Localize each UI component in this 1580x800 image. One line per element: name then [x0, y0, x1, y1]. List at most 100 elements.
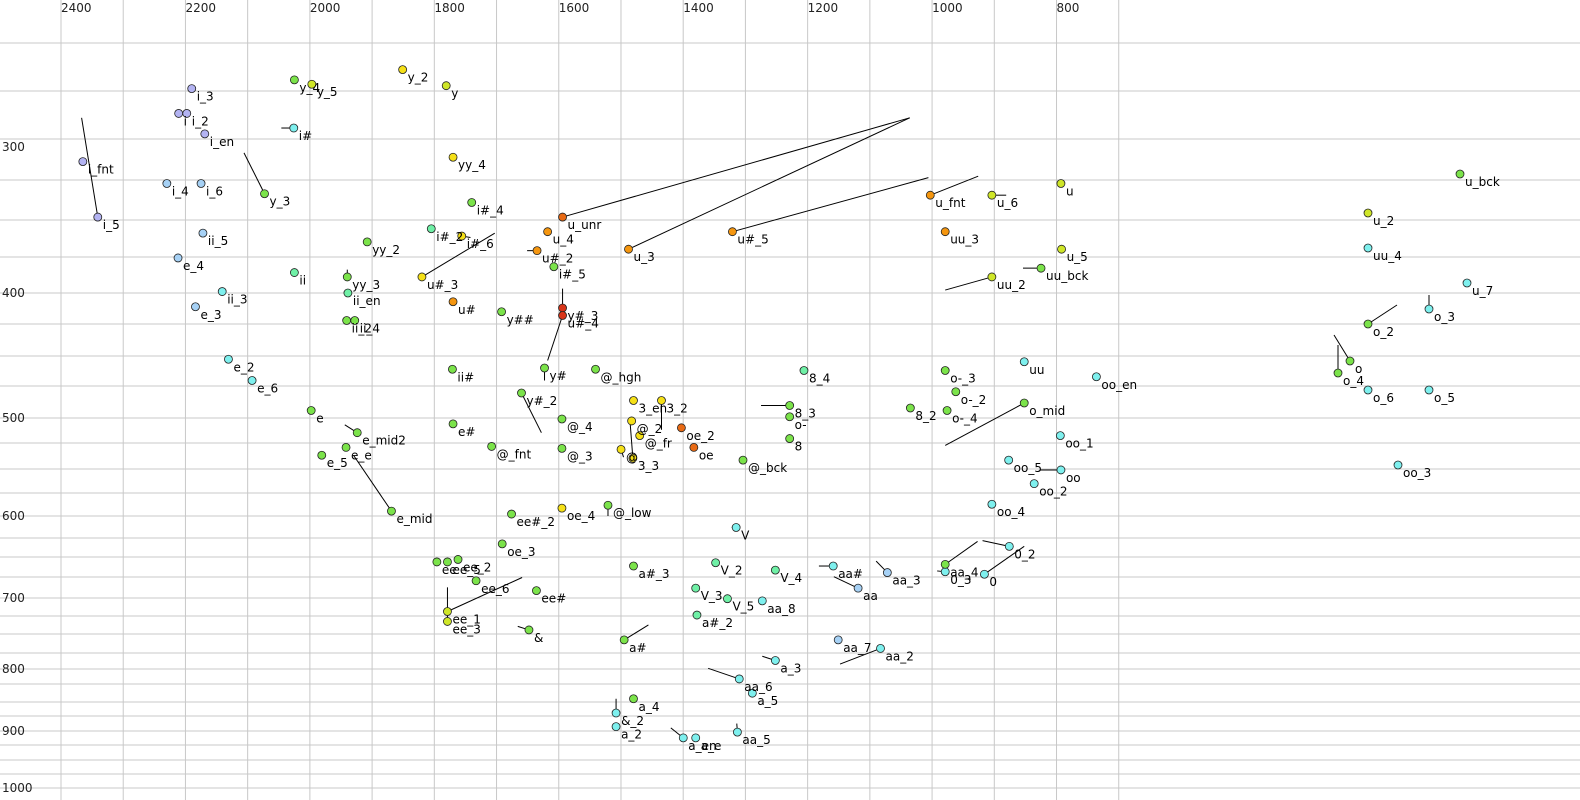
vowel-point — [467, 198, 477, 207]
vowel-point-label: a_4 — [638, 700, 659, 714]
vowel-point-label: o_6 — [1373, 391, 1394, 405]
x-tick-label: 2200 — [185, 1, 216, 15]
vowel-point — [1057, 244, 1066, 254]
vowel-point-label: u_7 — [1472, 284, 1493, 298]
vowel-point-label: y#_2 — [526, 394, 557, 408]
vowel-point-label: oo_5 — [1014, 461, 1042, 475]
vowel-point — [457, 231, 467, 241]
vowel-point-label: i_en — [210, 135, 234, 149]
vowel-point-label: e_3 — [200, 308, 221, 322]
vowel-point-label: uu_3 — [950, 233, 979, 247]
vowel-point-label: e_mid2 — [362, 434, 406, 448]
vowel-point — [635, 431, 645, 441]
vowel-point-label: y# — [550, 369, 567, 383]
vowel-point — [557, 414, 567, 424]
trajectory-line — [982, 540, 1010, 547]
vowel-point-label: u#_3 — [427, 278, 458, 292]
vowel-point — [657, 396, 666, 405]
vowel-point — [731, 523, 741, 532]
vowel-point-label: u_2 — [1373, 214, 1394, 228]
vowel-point — [443, 617, 452, 626]
vowel-point — [611, 708, 621, 718]
vowel-point — [558, 311, 567, 320]
vowel-point — [557, 503, 567, 513]
vowel-point-label: y#_3 — [568, 309, 599, 323]
vowel-point — [940, 559, 950, 569]
vowel-point — [487, 442, 497, 451]
vowel-point-label: uu_2 — [997, 278, 1026, 292]
vowel-point-label: o_mid — [1029, 404, 1065, 418]
vowel-point — [1455, 169, 1465, 179]
vowel-point-label: 8_4 — [809, 372, 830, 386]
y-tick-label: 900 — [2, 724, 25, 738]
vowel-point-label: ee_6 — [481, 582, 509, 596]
vowel-point-label: uu — [1029, 363, 1044, 377]
vowel-point-label: oo_3 — [1403, 466, 1431, 480]
vowel-point-label: e# — [458, 425, 475, 439]
vowel-point — [78, 157, 88, 167]
vowel-point — [1036, 263, 1046, 273]
vowel-point — [443, 607, 452, 616]
vowel-point-label: i_fnt — [88, 163, 114, 177]
vowel-point-label: e_6 — [257, 382, 278, 396]
vowel-point — [987, 272, 997, 282]
trajectory-line — [353, 454, 392, 512]
vowel-point — [497, 539, 507, 549]
vowel-point-label: oe_2 — [686, 429, 714, 443]
trajectory-line — [945, 276, 993, 291]
vowel-point-label: ii# — [457, 370, 474, 384]
vowel-point-label: ii_4 — [360, 322, 380, 336]
vowel-point — [398, 65, 408, 75]
vowel-point-label: oe_4 — [567, 509, 595, 523]
vowel-point — [732, 727, 742, 737]
vowel-point-label: ee# — [541, 592, 566, 606]
vowel-point-label: ee#_2 — [517, 515, 555, 529]
vowel-point-label: i_6 — [206, 185, 223, 199]
vowel-point — [853, 583, 863, 593]
trajectory-line — [628, 117, 910, 250]
vowel-point — [387, 506, 396, 516]
vowel-point — [417, 272, 427, 282]
vowel-point — [629, 561, 638, 571]
vowel-point-label: i#_2 — [436, 230, 463, 244]
vowel-point — [289, 75, 299, 85]
vowel-point-label: ii — [299, 274, 306, 288]
vowel-point — [1363, 319, 1373, 329]
vowel-point-label: i_3 — [197, 90, 214, 104]
vowel-point-label: a#_2 — [702, 616, 733, 630]
vowel-point-label: u_bck — [1465, 175, 1500, 189]
trajectory-line — [930, 175, 979, 196]
vowel-point — [757, 596, 767, 606]
vowel-point — [448, 364, 457, 374]
trajectory-line — [562, 117, 910, 218]
vowel-point-label: i#_4 — [477, 203, 504, 217]
vowel-point — [905, 403, 915, 413]
vowel-point — [174, 109, 184, 118]
vowel-point — [876, 644, 885, 653]
vowel-point — [448, 419, 458, 429]
vowel-point — [217, 287, 227, 296]
vowel-point — [1424, 304, 1434, 314]
vowel-point — [591, 364, 600, 374]
vowel-point-label: oe_3 — [507, 545, 535, 559]
vowel-point-label: ii_5 — [208, 234, 228, 248]
vowel-point — [785, 401, 795, 410]
vowel-point-label: o-_2 — [961, 393, 987, 407]
vowel-point-label: e — [316, 412, 323, 426]
vowel-point-label: ee_1 — [452, 612, 480, 626]
vowel-point-label: o — [1355, 362, 1362, 376]
vowel-point — [306, 406, 316, 415]
vowel-point-label: o_3 — [1434, 310, 1455, 324]
vowel-point — [517, 388, 526, 398]
vowel-point-label: ii_2 — [352, 322, 372, 336]
vowel-point — [628, 453, 638, 463]
vowel-point — [723, 594, 732, 604]
vowel-point — [828, 561, 838, 571]
vowel-point-label: yy_4 — [458, 158, 486, 172]
vowel-point-label: 8 — [795, 440, 803, 454]
vowel-point — [629, 694, 638, 704]
x-tick-label: 1000 — [932, 1, 963, 15]
vowel-point-label: i_4 — [172, 185, 189, 199]
vowel-point-label: oo — [1066, 471, 1081, 485]
